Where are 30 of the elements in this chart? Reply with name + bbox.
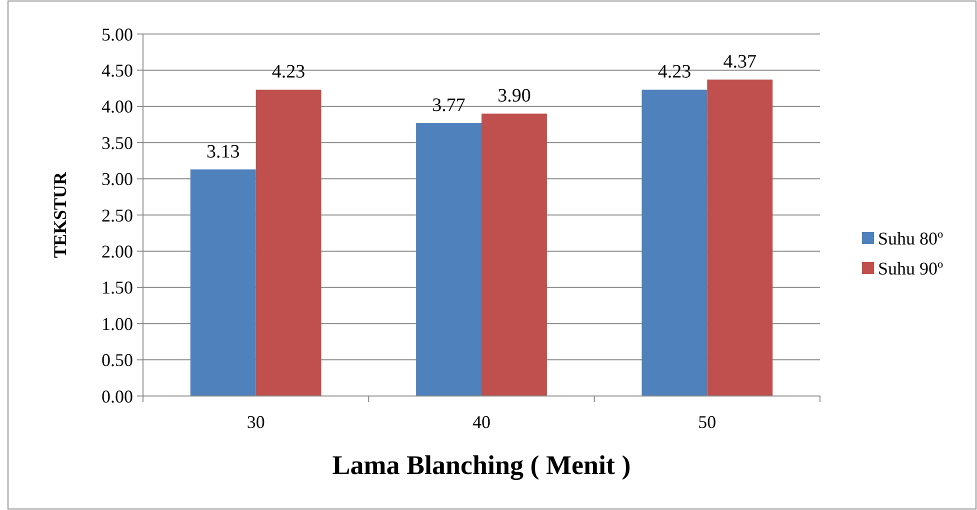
- x-tick-label: 50: [698, 412, 716, 432]
- y-tick-label: 1.50: [102, 278, 133, 298]
- data-label: 4.23: [658, 62, 692, 83]
- data-label: 4.37: [723, 52, 757, 73]
- y-tick-label: 5.00: [102, 24, 133, 44]
- bar: [482, 114, 547, 396]
- y-tick-label: 1.00: [102, 314, 133, 334]
- x-tick-label: 30: [246, 412, 265, 432]
- bar: [256, 90, 322, 396]
- bar: [416, 123, 482, 396]
- bar: [190, 169, 256, 396]
- y-tick-label: 4.00: [102, 96, 133, 117]
- bar: [642, 90, 708, 396]
- data-label: 3.90: [498, 86, 531, 107]
- data-label: 3.13: [206, 141, 240, 162]
- y-axis-title: TEKSTUR: [50, 170, 70, 258]
- y-tick-label: 0.00: [102, 386, 133, 406]
- legend-label: Suhu 90º: [878, 258, 944, 278]
- x-axis-title: Lama Blanching ( Menit ): [332, 450, 631, 480]
- y-tick-label: 0.50: [102, 350, 133, 370]
- y-tick-label: 3.00: [102, 169, 133, 190]
- y-tick-label: 3.50: [102, 132, 133, 153]
- x-tick-label: 40: [472, 412, 490, 432]
- y-tick-label: 2.00: [102, 242, 133, 262]
- legend-label: Suhu 80º: [878, 228, 944, 248]
- y-tick-label: 4.50: [102, 60, 133, 80]
- data-label: 3.77: [432, 95, 466, 116]
- bar: [707, 80, 773, 396]
- data-label: 4.23: [272, 62, 306, 83]
- y-tick-label: 2.50: [102, 205, 133, 226]
